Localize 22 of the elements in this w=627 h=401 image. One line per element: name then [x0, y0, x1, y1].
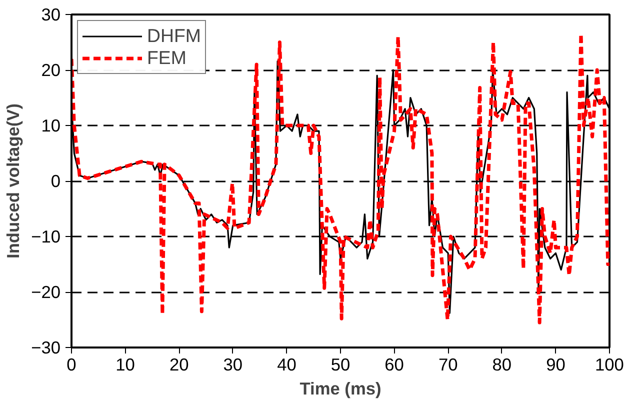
x-tick-label: 100 — [595, 354, 624, 374]
x-tick-label: 80 — [492, 354, 512, 374]
x-tick-label: 30 — [223, 354, 243, 374]
x-tick-label: 0 — [66, 354, 76, 374]
y-tick-label: 10 — [41, 116, 61, 136]
x-tick-label: 60 — [384, 354, 404, 374]
x-tick-label: 10 — [116, 354, 135, 374]
x-tick-label: 50 — [330, 354, 350, 374]
x-tick-label: 70 — [438, 354, 458, 374]
x-tick-label: 40 — [277, 354, 296, 374]
x-tick-label: 20 — [169, 354, 189, 374]
legend-label: FEM — [147, 47, 186, 69]
y-tick-label: −10 — [31, 226, 61, 246]
y-tick-label: 0 — [50, 171, 61, 191]
y-tick-label: 20 — [41, 60, 61, 80]
x-axis-title: Time (ms) — [300, 378, 382, 398]
x-tick-label: 90 — [546, 354, 566, 374]
y-axis-title: Induced voltage(V) — [3, 103, 24, 259]
y-tick-label: −30 — [31, 338, 61, 358]
y-tick-label: −20 — [31, 282, 61, 302]
y-tick-label: 30 — [41, 4, 61, 24]
legend-label: DHFM — [147, 25, 201, 47]
